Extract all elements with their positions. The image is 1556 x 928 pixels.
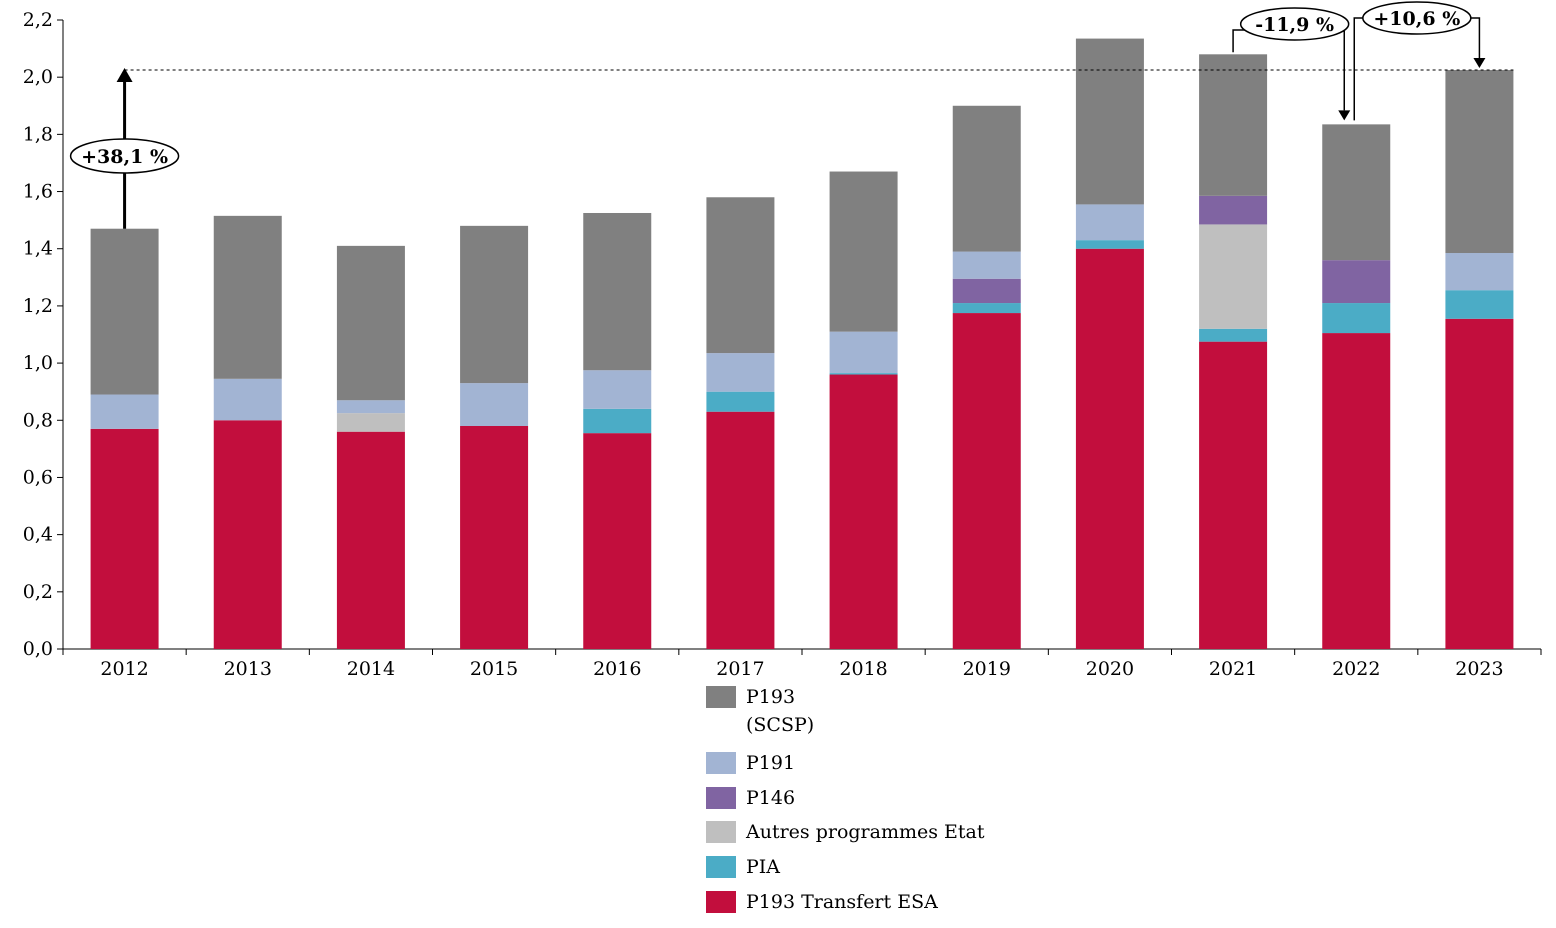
annotation-bubble-2021-2022 bbox=[1239, 7, 1350, 41]
x-tick-label: 2020 bbox=[1086, 658, 1134, 680]
legend-item-p193-scsp: P193 (SCSP) bbox=[706, 686, 816, 739]
legend-swatch-p191 bbox=[706, 752, 736, 774]
arrow-head-2022 bbox=[1338, 110, 1351, 121]
bar-segment-p193-transfert-esa-2017 bbox=[706, 411, 775, 649]
bar-segment-p193-scsp-2020 bbox=[1075, 38, 1144, 205]
x-tick-label: 2016 bbox=[593, 658, 641, 680]
legend-item-autres-programmes: Autres programmes Etat bbox=[706, 821, 985, 846]
y-tick-label: 0,2 bbox=[23, 581, 53, 603]
bar-segment-p193-transfert-esa-2019 bbox=[952, 313, 1021, 649]
y-tick-label: 0,0 bbox=[23, 638, 53, 660]
legend-label-p146: P146 bbox=[746, 787, 796, 809]
legend-swatch-p193-esa bbox=[706, 891, 736, 913]
bar-segment-p191-2014 bbox=[336, 400, 405, 414]
bar-segment-p193-transfert-esa-2014 bbox=[336, 431, 405, 649]
y-tick-label: 1,4 bbox=[23, 238, 53, 260]
bar-segment-p193-transfert-esa-2018 bbox=[829, 374, 898, 649]
legend-label-p193-esa: P193 Transfert ESA bbox=[746, 891, 938, 913]
y-tick-label: 0,4 bbox=[23, 524, 53, 546]
bar-segment-pia-2022 bbox=[1322, 303, 1391, 334]
annotation-label-2021-2022: -11,9 % bbox=[1255, 14, 1334, 36]
x-tick-label: 2012 bbox=[100, 658, 148, 680]
legend-item-p191: P191 bbox=[706, 752, 795, 777]
legend-swatch-autres-programmes bbox=[706, 821, 736, 843]
bar-segment-p191-2012 bbox=[90, 394, 159, 429]
bar-segment-p191-2019 bbox=[952, 251, 1021, 279]
x-tick-label: 2014 bbox=[347, 658, 395, 680]
bar-chart: 0,0 0,2 0,4 0,6 0,8 1,0 1,2 1,4 1,6 1,8 2,0 2,2 2012… bbox=[23, 1, 1542, 680]
legend-item-p193-esa: P193 Transfert ESA bbox=[706, 891, 938, 916]
legend-label-pia: PIA bbox=[746, 856, 781, 878]
x-tick-label: 2015 bbox=[470, 658, 518, 680]
bar-segment-p193-transfert-esa-2012 bbox=[90, 428, 159, 649]
bar-segment-p193-transfert-esa-2023 bbox=[1445, 318, 1514, 649]
annotation-label-2022-2023: +10,6 % bbox=[1373, 8, 1460, 30]
legend-label-p191: P191 bbox=[746, 752, 796, 774]
y-tick-label: 1,2 bbox=[23, 295, 53, 317]
legend-item-pia: PIA bbox=[706, 856, 780, 881]
bar-segment-pia-2019 bbox=[952, 303, 1021, 314]
legend-item-p146: P146 bbox=[706, 787, 795, 812]
x-tick-label: 2022 bbox=[1332, 658, 1380, 680]
bar-segment-p146-2019 bbox=[952, 278, 1021, 304]
bar-segment-p193-transfert-esa-2016 bbox=[583, 433, 652, 649]
legend-swatch-pia bbox=[706, 856, 736, 878]
bar-segment-pia-2016 bbox=[583, 408, 652, 434]
y-tick-label: 1,0 bbox=[23, 352, 53, 374]
bar-segment-p193-scsp-2015 bbox=[460, 225, 529, 384]
y-tick-label: 0,6 bbox=[23, 466, 53, 488]
bar-segment-p191-2020 bbox=[1075, 204, 1144, 241]
x-tick-label: 2013 bbox=[224, 658, 272, 680]
x-tick-label: 2019 bbox=[963, 658, 1011, 680]
legend-label-autres-programmes: Autres programmes Etat bbox=[746, 821, 985, 843]
y-tick-label: 1,6 bbox=[23, 181, 53, 203]
x-tick-label: 2017 bbox=[716, 658, 764, 680]
bar-segment-p193-scsp-2017 bbox=[706, 197, 775, 354]
bar-segment-p146-2022 bbox=[1322, 260, 1391, 304]
arrow-head-2023 bbox=[1473, 58, 1486, 69]
bar-segment-p193-transfert-esa-2021 bbox=[1199, 341, 1268, 649]
bar-segment-p193-transfert-esa-2013 bbox=[213, 420, 282, 649]
annotation-bubble-2012 bbox=[69, 138, 180, 174]
legend-label-p193-scsp: P193 (SCSP) bbox=[746, 686, 815, 736]
bar-segment-p191-2013 bbox=[213, 378, 282, 421]
bar-segment-p193-transfert-esa-2015 bbox=[460, 425, 529, 649]
bar-segment-p191-2016 bbox=[583, 370, 652, 409]
x-tick-label: 2018 bbox=[839, 658, 887, 680]
y-tick-label: 2,0 bbox=[23, 66, 53, 88]
y-tick-label: 1,8 bbox=[23, 123, 53, 145]
bar-segment-p193-scsp-2018 bbox=[829, 171, 898, 332]
annotation-label-2012: +38,1 % bbox=[81, 146, 168, 168]
legend-swatch-p146 bbox=[706, 787, 736, 809]
bar-segment-autres-programmes-etat-2021 bbox=[1199, 224, 1268, 329]
bar-segment-p191-2018 bbox=[829, 331, 898, 374]
bar-segment-p193-scsp-2023 bbox=[1445, 70, 1514, 254]
annotation-bubble-2022-2023 bbox=[1362, 1, 1472, 35]
bar-segment-p193-scsp-2021 bbox=[1199, 54, 1268, 196]
bar-segment-pia-2017 bbox=[706, 391, 775, 412]
x-tick-label: 2023 bbox=[1455, 658, 1503, 680]
bar-segment-p146-2021 bbox=[1199, 195, 1268, 225]
bar-segment-p191-2017 bbox=[706, 353, 775, 392]
bar-segment-p193-transfert-esa-2022 bbox=[1322, 333, 1391, 649]
bar-segment-p193-scsp-2016 bbox=[583, 212, 652, 371]
bar-segment-p193-scsp-2019 bbox=[952, 105, 1021, 252]
bar-segment-p193-scsp-2012 bbox=[90, 228, 159, 395]
bar-segment-p193-scsp-2022 bbox=[1322, 124, 1391, 261]
arrow-head-2012 bbox=[116, 68, 133, 83]
bar-segment-autres-programmes-etat-2014 bbox=[336, 413, 405, 432]
x-tick-label: 2021 bbox=[1209, 658, 1257, 680]
y-tick-label: 2,2 bbox=[23, 9, 53, 31]
legend-swatch-p193-scsp bbox=[706, 686, 736, 708]
bar-segment-pia-2021 bbox=[1199, 328, 1268, 342]
bar-segment-p193-scsp-2014 bbox=[336, 245, 405, 401]
bar-segment-p191-2015 bbox=[460, 383, 529, 426]
bar-segment-pia-2018 bbox=[829, 373, 898, 375]
bar-segment-pia-2023 bbox=[1445, 290, 1514, 319]
bar-segment-pia-2020 bbox=[1075, 240, 1144, 249]
bar-segment-p193-transfert-esa-2020 bbox=[1075, 248, 1144, 649]
y-tick-label: 0,8 bbox=[23, 409, 53, 431]
bar-segment-p193-scsp-2013 bbox=[213, 215, 282, 379]
bar-segment-p191-2023 bbox=[1445, 253, 1514, 291]
